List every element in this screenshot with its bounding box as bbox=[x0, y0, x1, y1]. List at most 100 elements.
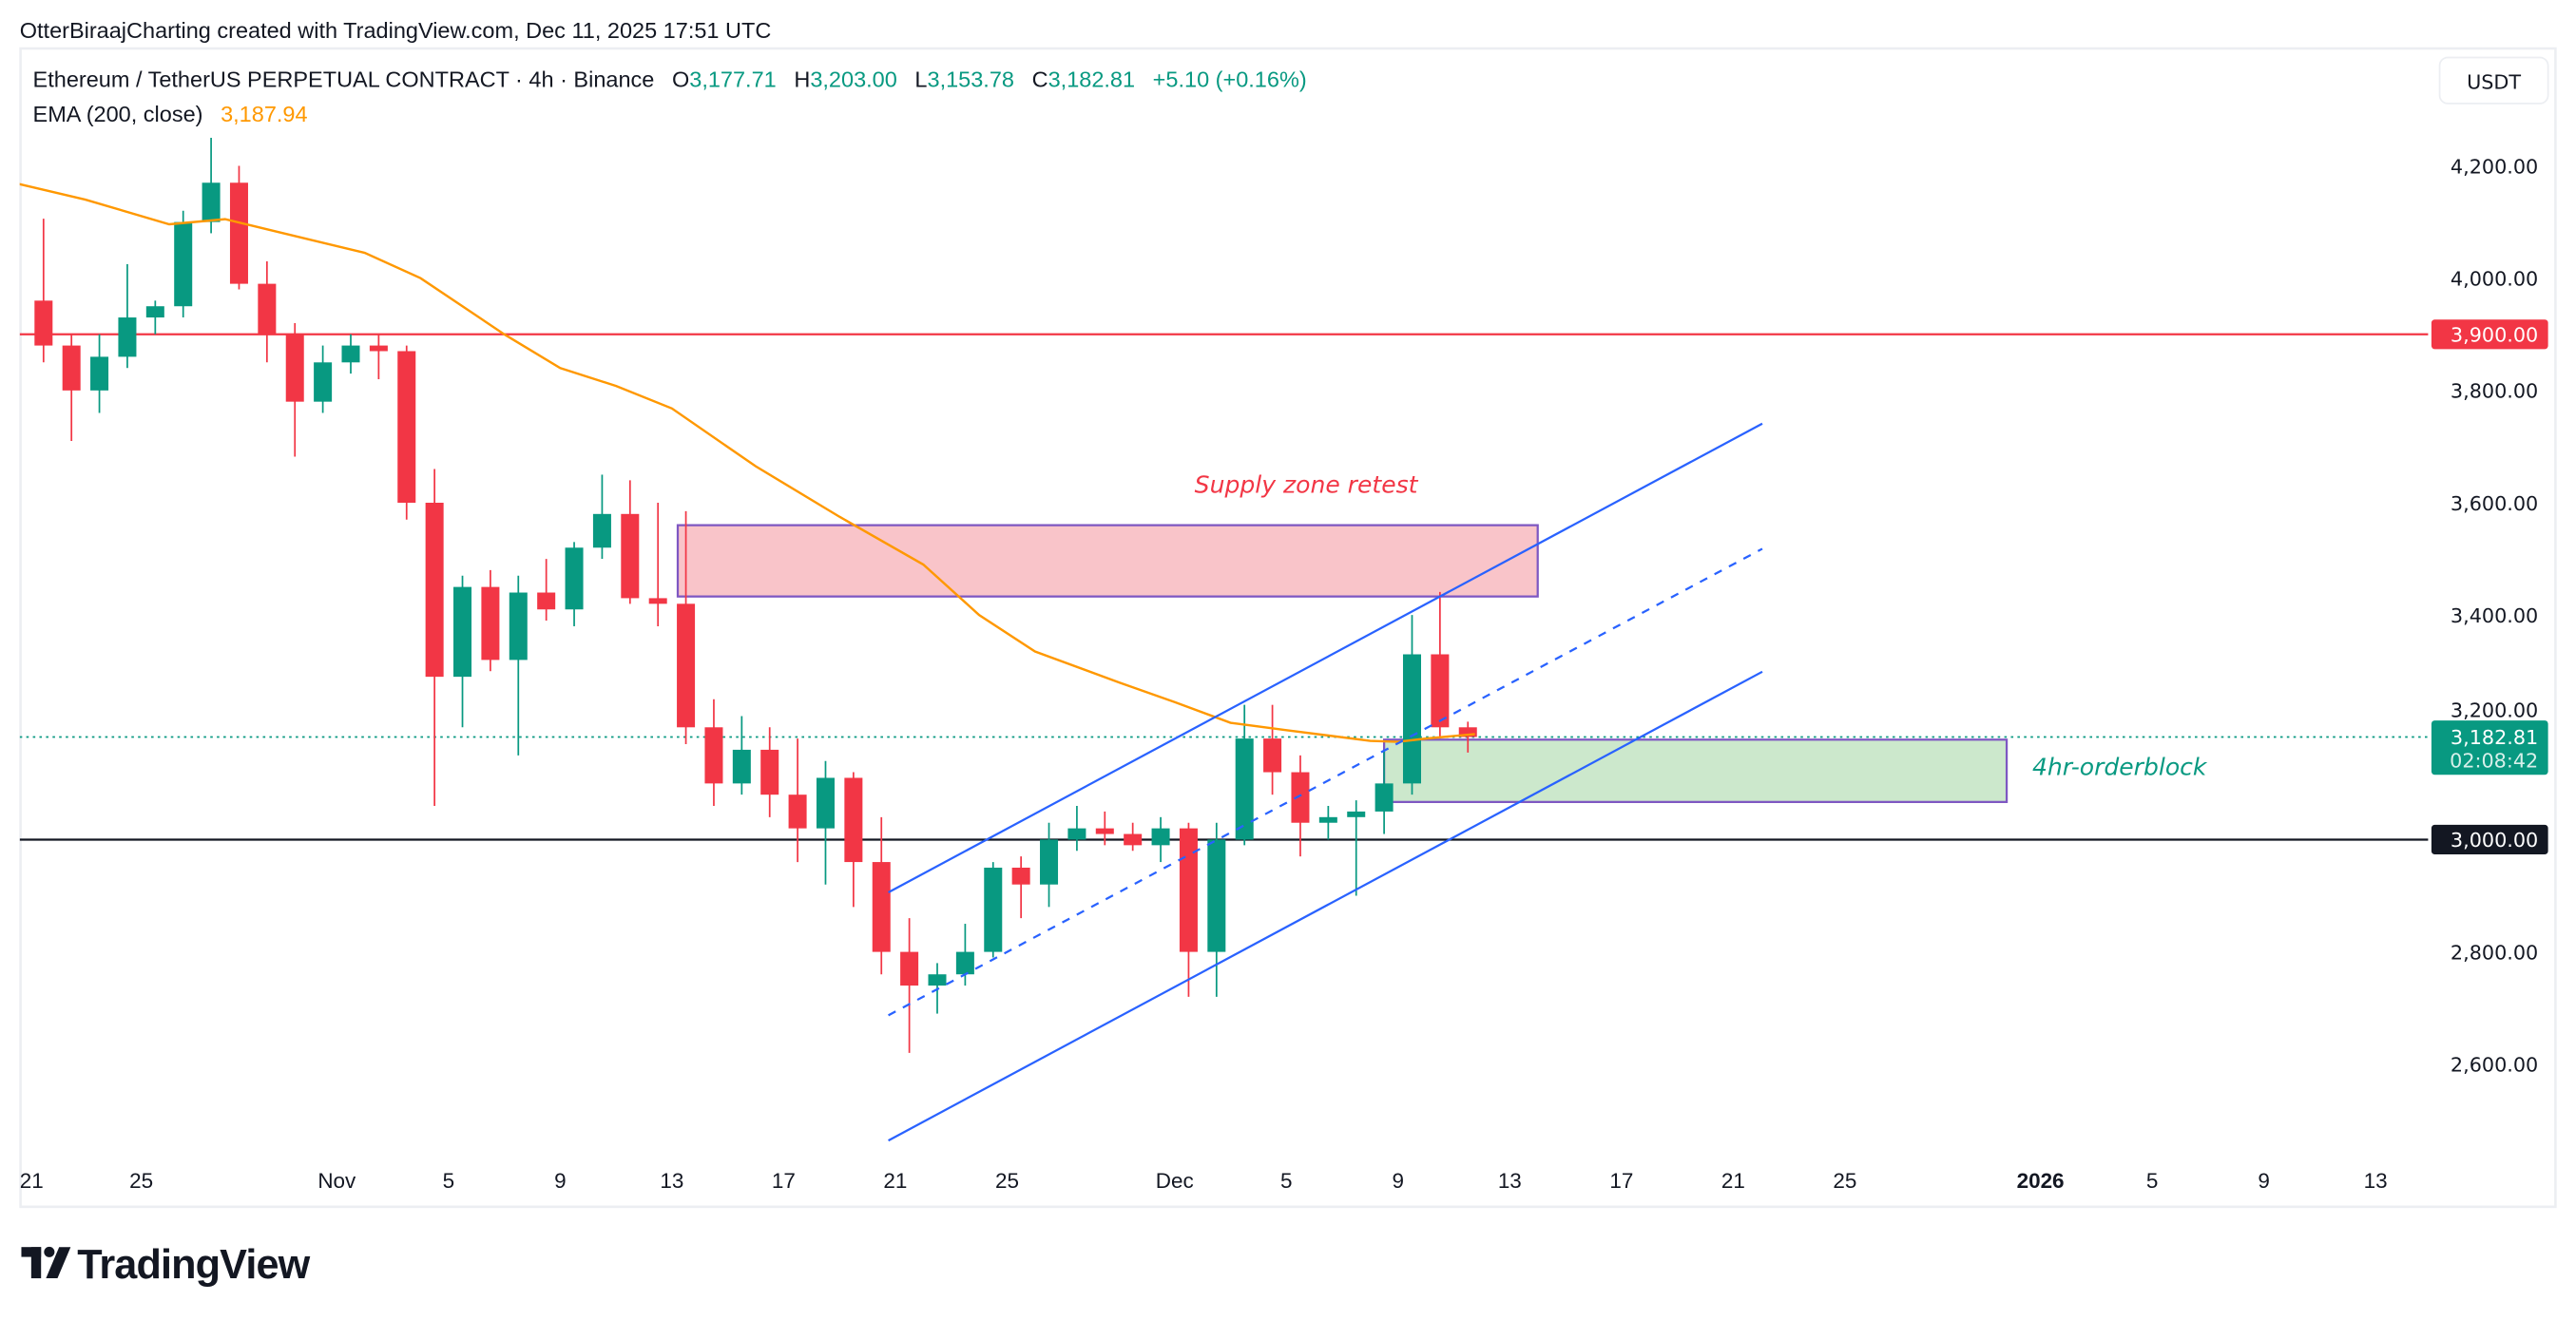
candle-body bbox=[1011, 867, 1030, 885]
candle bbox=[202, 138, 221, 234]
candle bbox=[732, 716, 751, 795]
candle bbox=[1179, 822, 1198, 997]
candle-body bbox=[90, 356, 109, 391]
supply-zone-rect[interactable] bbox=[676, 524, 1539, 598]
high-label: H bbox=[794, 67, 810, 92]
candle-body bbox=[816, 777, 835, 829]
candle-body bbox=[788, 795, 807, 829]
chart-pane[interactable]: Supply zone retest 4hr-orderblock bbox=[2, 138, 2429, 1142]
time-tick-label: 21 bbox=[20, 1169, 44, 1193]
candle bbox=[509, 575, 528, 756]
open-value: 3,177.71 bbox=[689, 67, 776, 92]
candle-body bbox=[872, 862, 891, 952]
candle-body bbox=[928, 974, 947, 986]
candle bbox=[1067, 806, 1086, 852]
close-value: 3,182.81 bbox=[1048, 67, 1135, 92]
candle-body bbox=[984, 867, 1003, 952]
candle bbox=[648, 502, 667, 626]
last-price-badge bbox=[2431, 720, 2548, 775]
candle bbox=[1347, 800, 1366, 896]
price-tick-label: 4,000.00 bbox=[2451, 267, 2538, 290]
candle-body bbox=[509, 592, 528, 660]
time-tick-label: Nov bbox=[317, 1169, 356, 1193]
candle bbox=[145, 300, 164, 335]
symbol-title[interactable]: Ethereum / TetherUS PERPETUAL CONTRACT ·… bbox=[33, 67, 655, 92]
candle-body bbox=[1458, 727, 1477, 737]
attribution-text: OtterBiraajCharting created with Trading… bbox=[20, 18, 772, 43]
candle-body bbox=[314, 362, 333, 402]
time-axis[interactable]: 21 25 Nov 5 9 13 17 21 25 Dec 5 9 13 17 21 25 2026 5 9 13 bbox=[20, 1169, 2388, 1193]
candle-body bbox=[1179, 828, 1198, 952]
time-tick-label: 9 bbox=[2258, 1169, 2269, 1193]
candle bbox=[258, 260, 277, 363]
candle bbox=[872, 816, 891, 975]
candle bbox=[1263, 704, 1282, 795]
last-price-label: 3,182.81 bbox=[2451, 726, 2538, 749]
hline-price-badge bbox=[2431, 824, 2548, 855]
candle bbox=[1318, 806, 1337, 840]
price-tick-label: 3,400.00 bbox=[2451, 604, 2538, 627]
ema-legend-label[interactable]: EMA (200, close) bbox=[33, 102, 203, 126]
candle bbox=[1458, 721, 1477, 753]
supply-zone-label: Supply zone retest bbox=[1195, 470, 1419, 498]
candle bbox=[174, 210, 193, 318]
time-tick-label: 13 bbox=[1498, 1169, 1522, 1193]
price-axis[interactable]: USDT 4,200.00 4,000.00 3,800.00 3,600.00 3,4… bbox=[2431, 56, 2549, 1077]
parallel-channel[interactable] bbox=[888, 422, 1763, 1142]
channel-lower-line[interactable] bbox=[888, 670, 1763, 1142]
hline-price-label: 3,900.00 bbox=[2451, 324, 2538, 347]
candle-body bbox=[1263, 738, 1282, 773]
candle bbox=[1207, 822, 1226, 997]
chart-frame bbox=[19, 47, 2557, 1209]
candle bbox=[1151, 816, 1170, 863]
candle-body bbox=[341, 345, 360, 363]
time-tick-label: 17 bbox=[772, 1169, 796, 1193]
candle bbox=[760, 727, 779, 817]
candle-body bbox=[704, 727, 723, 784]
channel-upper-line[interactable] bbox=[888, 422, 1763, 893]
candle bbox=[537, 559, 556, 622]
candle-body bbox=[1067, 828, 1086, 840]
time-tick-label: 9 bbox=[554, 1169, 566, 1193]
candle bbox=[229, 165, 248, 290]
orderblock-label: 4hr-orderblock bbox=[2032, 754, 2208, 781]
time-tick-label: 25 bbox=[129, 1169, 153, 1193]
open-label: O bbox=[672, 67, 689, 92]
candle-body bbox=[229, 182, 248, 284]
candle-body bbox=[1207, 839, 1226, 952]
currency-button[interactable] bbox=[2438, 56, 2549, 105]
candle-body bbox=[592, 513, 611, 548]
candle bbox=[844, 772, 863, 908]
price-tick-label: 3,200.00 bbox=[2451, 699, 2538, 722]
time-tick-label: Dec bbox=[1156, 1169, 1194, 1193]
candle bbox=[425, 469, 444, 807]
hline-price-badge bbox=[2431, 319, 2548, 350]
candle bbox=[341, 334, 360, 374]
time-tick-label: 5 bbox=[2146, 1169, 2158, 1193]
low-value: 3,153.78 bbox=[928, 67, 1014, 92]
candle-body bbox=[1375, 783, 1394, 812]
orderblock-rect[interactable] bbox=[1382, 738, 2009, 803]
candles bbox=[34, 138, 1477, 1053]
candle bbox=[900, 918, 919, 1053]
time-tick-label: 5 bbox=[1280, 1169, 1292, 1193]
candle bbox=[984, 862, 1003, 958]
change-value: +5.10 (+0.16%) bbox=[1153, 67, 1307, 92]
candle-body bbox=[1318, 816, 1337, 823]
candle-body bbox=[145, 306, 164, 318]
candle bbox=[816, 760, 835, 885]
candle bbox=[34, 219, 53, 363]
candle-body bbox=[732, 749, 751, 784]
channel-middle-line[interactable] bbox=[888, 547, 1763, 1017]
candle bbox=[62, 334, 81, 442]
candle-body bbox=[648, 598, 667, 604]
candle bbox=[677, 510, 696, 745]
candle-body bbox=[1431, 654, 1450, 728]
candle-body bbox=[453, 586, 472, 678]
candle-body bbox=[285, 334, 304, 402]
candle bbox=[118, 263, 137, 369]
candle-body bbox=[425, 502, 444, 678]
candle bbox=[788, 738, 807, 863]
candle-body bbox=[1095, 828, 1114, 834]
